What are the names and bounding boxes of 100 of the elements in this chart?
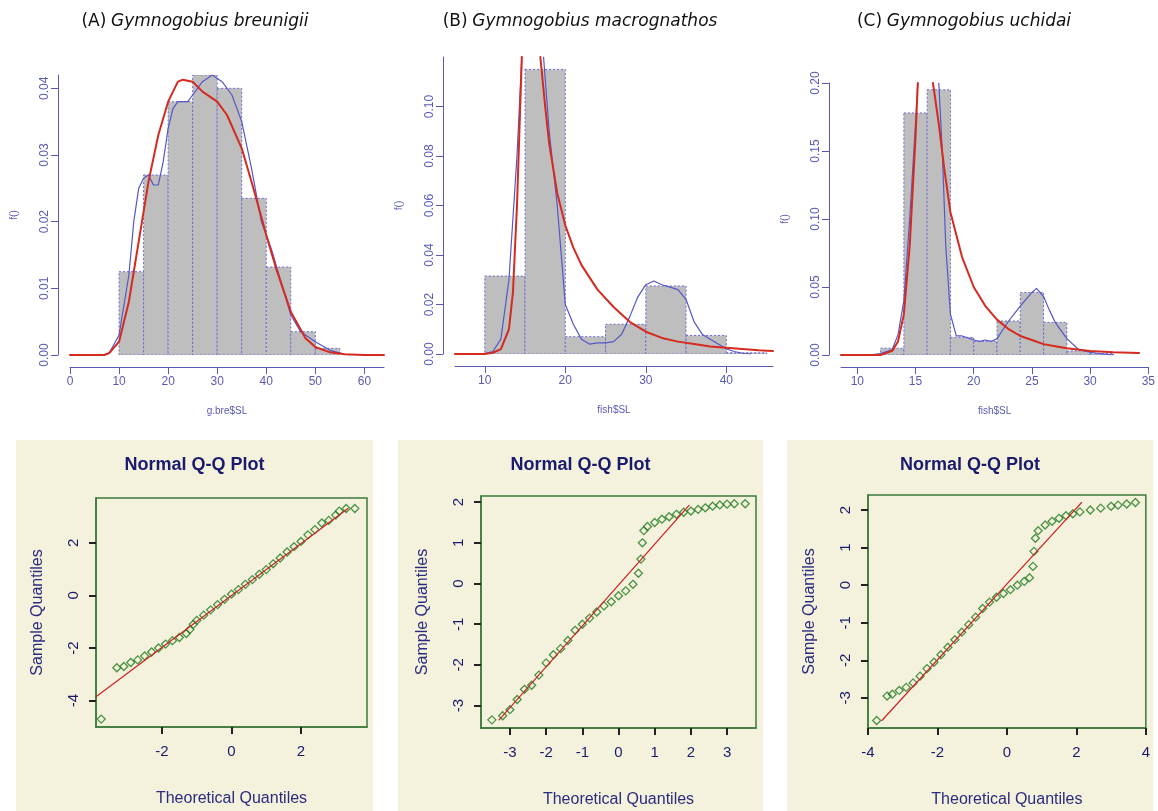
point [1068, 509, 1078, 519]
point [686, 506, 696, 516]
point [894, 685, 904, 696]
chart-title: Normal Q-Q Plot [899, 454, 1041, 474]
point [139, 651, 150, 661]
point [1061, 511, 1071, 521]
y-tick-label: 0.00 [808, 343, 822, 367]
point [96, 714, 106, 724]
point [872, 715, 882, 726]
point [519, 684, 530, 694]
point [350, 503, 360, 514]
y-tick-label: 1 [449, 538, 466, 547]
y-axis-title: Sample Quantiles [412, 548, 430, 676]
point [331, 510, 341, 520]
point [950, 635, 960, 645]
y-tick-label: 2 [64, 538, 81, 547]
x-tick-label: 10 [112, 374, 127, 388]
y-tick-label: 0 [836, 581, 853, 590]
point [613, 591, 624, 601]
y-axis-title: f() [778, 214, 790, 224]
point [943, 642, 953, 652]
point [303, 530, 313, 540]
x-axis-title: g.bre$SL [206, 404, 248, 416]
point [722, 499, 732, 509]
y-tick-label: 0.04 [422, 243, 436, 267]
point [1029, 546, 1039, 557]
point [247, 574, 257, 585]
point [548, 650, 559, 660]
point [671, 509, 682, 519]
point [642, 521, 653, 532]
x-tick-label: 10 [850, 374, 865, 388]
point [1106, 501, 1116, 511]
x-tick-label: 40 [259, 374, 274, 388]
point [112, 663, 122, 673]
point [512, 694, 522, 705]
point [296, 536, 306, 547]
point [212, 599, 223, 610]
point [240, 579, 251, 589]
point [534, 670, 544, 680]
x-tick-label: 0 [1002, 743, 1012, 760]
y-tick-label: 0.00 [37, 343, 51, 367]
chart-title: (A) Gymnogobius breunigii [81, 9, 309, 30]
y-tick-label: 0.08 [422, 144, 436, 168]
point [498, 711, 508, 721]
point [219, 594, 230, 604]
y-tick-label: 0.20 [808, 71, 822, 95]
point [628, 579, 638, 589]
point [185, 624, 195, 635]
x-tick-label: 20 [558, 373, 573, 387]
x-tick-label: -2 [539, 743, 553, 760]
point [882, 691, 892, 701]
x-axis-title: Theoretical Quantiles [542, 789, 695, 807]
point [664, 512, 674, 522]
point [226, 589, 237, 599]
point [1054, 513, 1064, 523]
x-tick-label: -2 [155, 742, 169, 759]
point [206, 605, 216, 615]
point [126, 657, 136, 668]
chart-title: Normal Q-Q Plot [510, 454, 651, 474]
x-tick-label: 0 [227, 742, 236, 759]
point [621, 586, 631, 596]
x-tick-label: 20 [161, 374, 176, 388]
point [678, 507, 689, 517]
x-tick-label: -1 [575, 743, 589, 760]
point [901, 682, 911, 693]
point [181, 628, 191, 639]
point [957, 627, 967, 637]
point [192, 615, 202, 626]
point [1028, 561, 1038, 572]
point [188, 619, 198, 629]
x-axis-title: Theoretical Quantiles [931, 789, 1083, 807]
point [1024, 573, 1035, 583]
point [707, 501, 718, 511]
x-tick-label: 4 [1141, 743, 1150, 760]
y-tick-label: 0.04 [37, 76, 51, 101]
point [693, 504, 703, 515]
y-axis-title: f() [392, 200, 404, 211]
point [1122, 499, 1132, 509]
y-tick-label: 0.05 [808, 275, 822, 299]
y-axis-title: Sample Quantiles [799, 548, 817, 675]
y-tick-label: -1 [449, 617, 466, 631]
y-tick-label: 0 [64, 591, 81, 600]
y-tick-label: 0.01 [37, 276, 51, 301]
y-tick-label: -2 [836, 653, 853, 668]
point [1030, 533, 1041, 543]
y-tick-label: 0.02 [422, 292, 436, 317]
y-tick-label: -4 [64, 694, 81, 708]
y-tick-label: 0.15 [808, 139, 822, 163]
y-tick-label: -2 [449, 658, 466, 672]
point [555, 643, 566, 654]
point [317, 518, 327, 528]
point [261, 564, 271, 575]
x-tick-label: 30 [1083, 374, 1098, 388]
point [577, 619, 587, 629]
point [153, 643, 164, 653]
x-tick-label: 60 [357, 374, 372, 388]
point [133, 655, 143, 665]
point [1047, 516, 1057, 526]
y-tick-label: -3 [449, 698, 466, 713]
point [324, 515, 334, 526]
